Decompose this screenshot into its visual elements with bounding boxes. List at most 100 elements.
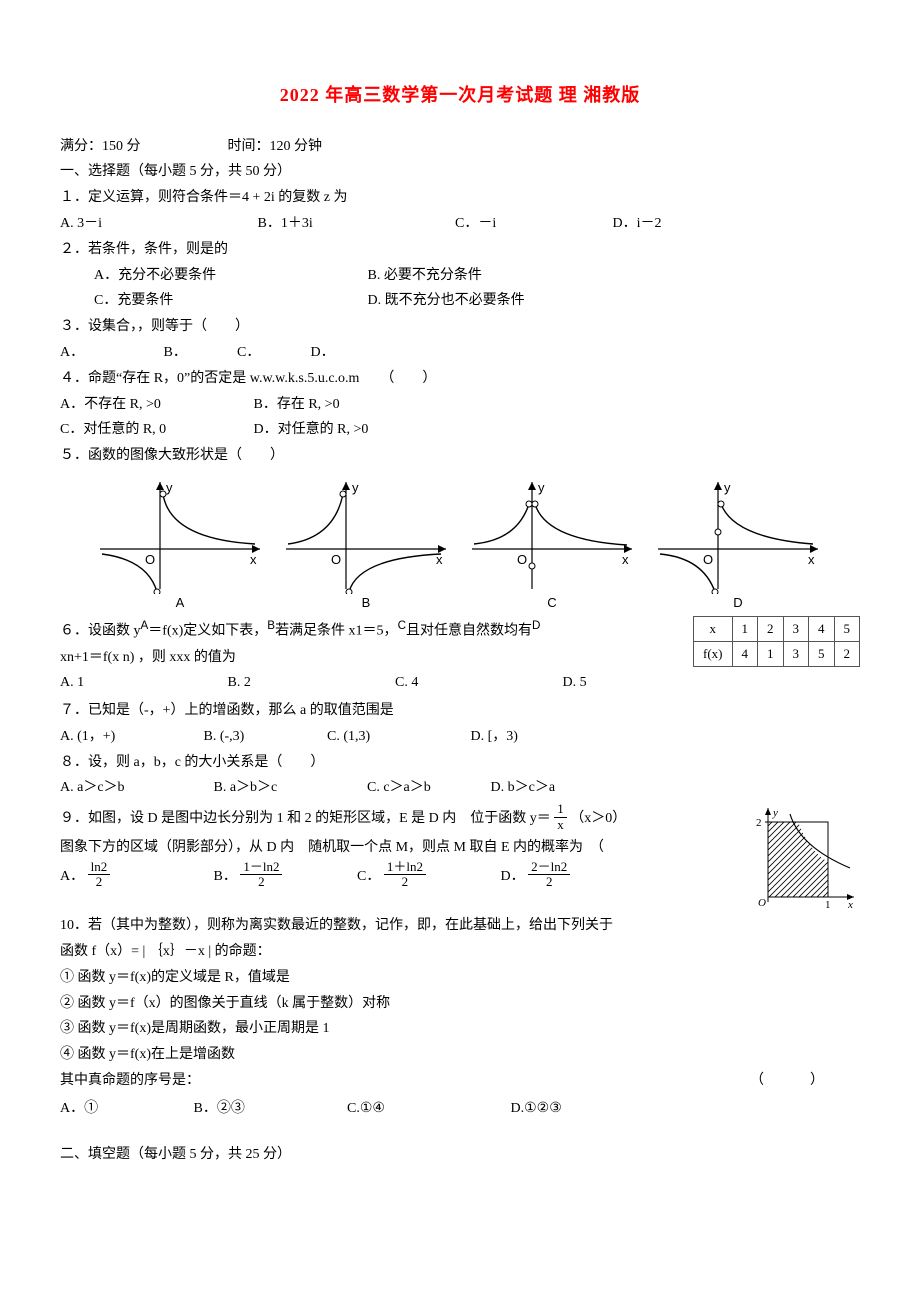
q1-options: A. 3－i B．1＋3i C．－i D．i－2 [60,212,860,236]
q8-opt-b: B. a＞b＞c [214,776,364,800]
q8-stem: ８．设，则 a，b，c 的大小关系是（ ） [60,751,860,775]
svg-text:O: O [758,897,766,909]
q6-line1: ６．设函数 yA＝f(x)定义如下表，B若满足条件 x1＝5，C且对任意自然数均… [60,616,681,643]
q7-options: A. (1，+) B. (-,3) C. (1,3) D. [，3) [60,725,860,749]
q2-opt-c: C．充要条件 [94,289,364,313]
q6-opt-c: C. 4 [395,671,515,695]
q10-l1: 10．若（其中为整数），则称为离实数最近的整数，记作，即，在此基础上，给出下列关… [60,914,860,938]
time-limit: 时间：120 分钟 [228,135,323,159]
q4-line1: A．不存在 R, >0 B．存在 R, >0 [60,393,860,417]
q2-stem: ２．若条件，条件，则是的 [60,238,860,262]
q10-opt-b: B．②③ [194,1097,344,1121]
q2-opt-d: D. 既不充分也不必要条件 [368,293,525,308]
q10-p4: ④ 函数 y＝f(x)在上是增函数 [60,1043,860,1067]
graph-a-label: A [90,592,270,614]
svg-text:y: y [538,480,545,495]
q2-opt-a: A．充分不必要条件 [94,264,364,288]
svg-text:1: 1 [825,899,831,911]
q3-opt-c: C． [237,341,307,365]
q10-tail: 其中真命题的序号是： （ ） [60,1069,860,1093]
q10-opt-c: C.①④ [347,1097,507,1121]
svg-text:y: y [772,807,778,819]
q9: ９．如图，设 D 是图中边长分别为 1 和 2 的矩形区域，E 是 D 内 位于… [60,802,860,912]
q4-opt-d: D．对任意的 R, >0 [254,422,369,437]
table-row: f(x) 4 1 3 5 2 [694,642,860,667]
q6-table: x 1 2 3 4 5 f(x) 4 1 3 5 2 [693,616,860,667]
q7-opt-a: A. (1，+) [60,725,200,749]
q3-opt-d: D． [311,345,335,360]
q10-p2: ② 函数 y＝f（x）的图像关于直线（k 属于整数）对称 [60,992,860,1016]
q6-line2: xn+1＝f(x n) ，则 xxx 的值为 [60,646,681,670]
q3-opt-b: B． [164,341,234,365]
q10-l2: 函数 f（x）= | ｛x｝－x | 的命题： [60,940,860,964]
q1-opt-d: D．i－2 [613,212,662,236]
q3-opt-a: A． [60,341,160,365]
q9-options: A． ln22 B． 1－ln22 C． 1＋ln22 D． 2－ln22 [60,862,742,892]
q9-line1: ９．如图，设 D 是图中边长分别为 1 和 2 的矩形区域，E 是 D 内 位于… [60,804,742,834]
svg-text:x: x [808,552,815,567]
q1-stem: １．定义运算，则符合条件＝4 + 2i 的复数 z 为 [60,186,860,210]
q9-figure: y x 2 1 O [750,802,860,912]
q10-p1: ① 函数 y＝f(x)的定义域是 R，值域是 [60,966,860,990]
q8-opt-d: D. b＞c＞a [491,780,556,795]
q10-options: A．① B．②③ C.①④ D.①②③ [60,1097,860,1121]
meta-line: 满分：150 分 时间：120 分钟 [60,135,860,159]
q1-opt-c: C．－i [455,212,565,236]
svg-text:2: 2 [756,817,762,829]
q3-options: A． B． C． D． [60,341,860,365]
q6-opt-a: A. 1 [60,671,180,695]
q7-stem: ７．已知是（-，+）上的增函数，那么 a 的取值范围是 [60,699,860,723]
q9-opt-c: C． 1＋ln22 [357,862,497,892]
q7-opt-d: D. [，3) [471,729,518,744]
svg-text:O: O [703,552,713,567]
section-2-heading: 二、填空题（每小题 5 分，共 25 分） [60,1143,860,1167]
q4-opt-a: A．不存在 R, >0 [60,393,250,417]
q2-line1: A．充分不必要条件 B. 必要不充分条件 [60,264,860,288]
full-score: 满分：150 分 [60,135,141,159]
graph-c-label: C [462,592,642,614]
q1-opt-b: B．1＋3i [258,212,408,236]
x-axis-label: x [250,552,257,567]
section-1-heading: 一、选择题（每小题 5 分，共 50 分） [60,160,860,184]
q8-opt-a: A. a＞c＞b [60,776,210,800]
svg-text:y: y [724,480,731,495]
q4-opt-c: C．对任意的 R, 0 [60,418,250,442]
q2-opt-b: B. 必要不充分条件 [368,268,482,283]
q6-opt-b: B. 2 [228,671,348,695]
q10-p3: ③ 函数 y＝f(x)是周期函数，最小正周期是 1 [60,1017,860,1041]
graph-d-label: D [648,592,828,614]
q10-opt-a: A．① [60,1097,190,1121]
page-title: 2022 年高三数学第一次月考试题 理 湘教版 [60,80,860,111]
q8-options: A. a＞c＞b B. a＞b＞c C. c＞a＞b D. b＞c＞a [60,776,860,800]
svg-text:x: x [622,552,629,567]
graph-d: y x O D [648,474,828,614]
graph-c: y x O C [462,474,642,614]
answer-paren: （ ） [750,1069,830,1093]
q9-opt-b: B． 1－ln22 [214,862,354,892]
q9-opt-d: D． 2－ln22 [501,869,571,884]
graph-a: y x O A [90,474,270,614]
q7-opt-c: C. (1,3) [327,725,467,749]
q9-opt-a: A． ln22 [60,862,210,892]
q7-opt-b: B. (-,3) [204,725,324,749]
q9-line2: 图象下方的区域（阴影部分），从 D 内 随机取一个点 M，则点 M 取自 E 内… [60,836,742,860]
svg-text:O: O [331,552,341,567]
svg-text:x: x [847,899,853,911]
q5-stem: ５．函数的图像大致形状是（ ） [60,444,860,468]
q4-line2: C．对任意的 R, 0 D．对任意的 R, >0 [60,418,860,442]
q6-opt-d: D. 5 [563,671,587,695]
q6: ６．设函数 yA＝f(x)定义如下表，B若满足条件 x1＝5，C且对任意自然数均… [60,614,860,697]
q2-line2: C．充要条件 D. 既不充分也不必要条件 [60,289,860,313]
origin-label: O [145,552,155,567]
q4-stem: ４．命题“存在 R，0”的否定是 w.w.w.k.s.5.u.c.o.m （ ） [60,367,860,391]
table-row: x 1 2 3 4 5 [694,617,860,642]
q8-opt-c: C. c＞a＞b [367,776,487,800]
q1-opt-a: A. 3－i [60,212,210,236]
q4-opt-b: B．存在 R, >0 [254,397,340,412]
svg-text:y: y [352,480,359,495]
y-axis-label: y [166,480,173,495]
q6-options: A. 1 B. 2 C. 4 D. 5 [60,671,681,695]
q10-opt-d: D.①②③ [511,1101,562,1116]
graph-b-label: B [276,592,456,614]
frac-1-x: 1x [554,802,567,832]
